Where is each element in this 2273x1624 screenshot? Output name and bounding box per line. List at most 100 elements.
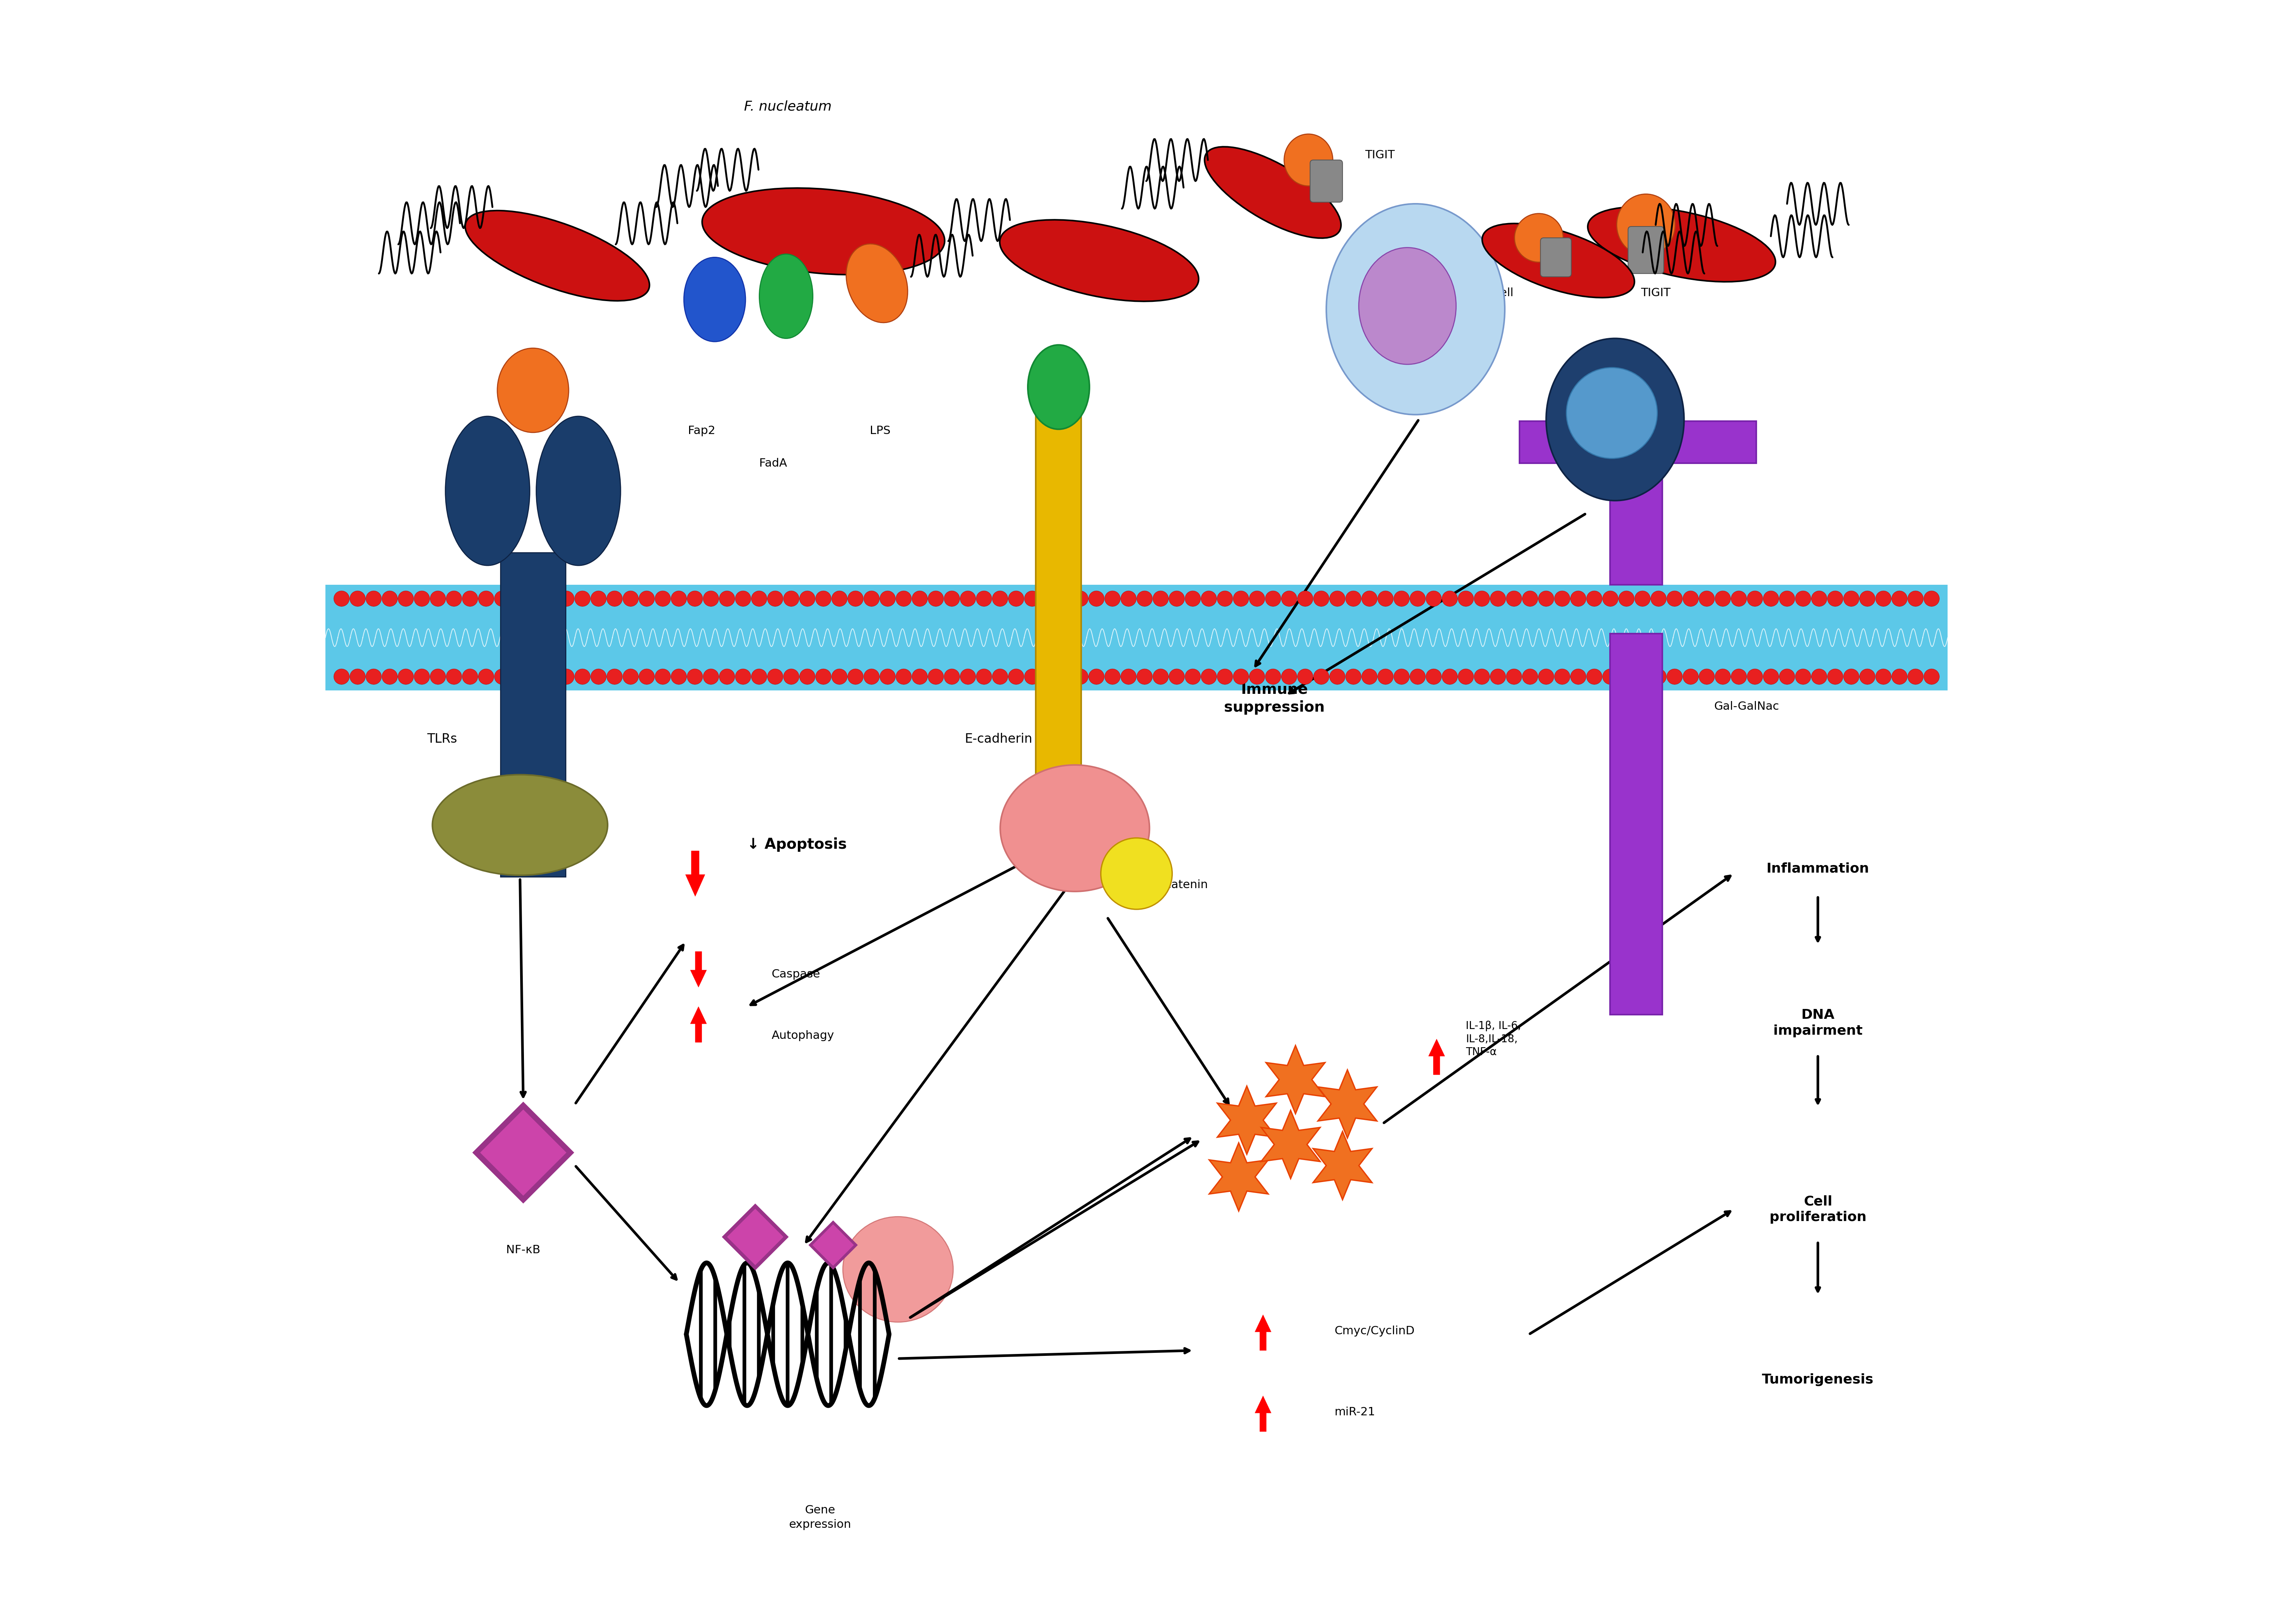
Text: DNA
impairment: DNA impairment xyxy=(1773,1009,1862,1038)
Circle shape xyxy=(1200,669,1216,684)
Circle shape xyxy=(1666,591,1682,606)
Circle shape xyxy=(1216,591,1232,606)
Text: Cell
proliferation: Cell proliferation xyxy=(1768,1195,1866,1224)
Circle shape xyxy=(927,669,943,684)
Circle shape xyxy=(1812,591,1827,606)
Ellipse shape xyxy=(1514,213,1564,261)
Ellipse shape xyxy=(498,348,568,432)
Circle shape xyxy=(1089,591,1105,606)
Ellipse shape xyxy=(1607,382,1666,447)
Polygon shape xyxy=(691,952,707,987)
Bar xyxy=(1518,421,1614,463)
Circle shape xyxy=(702,669,718,684)
Ellipse shape xyxy=(1359,247,1457,364)
Ellipse shape xyxy=(1284,135,1332,187)
Circle shape xyxy=(559,591,575,606)
Circle shape xyxy=(1491,591,1505,606)
Text: E-cadherin: E-cadherin xyxy=(964,732,1032,745)
Circle shape xyxy=(1314,669,1330,684)
Circle shape xyxy=(1491,669,1505,684)
Circle shape xyxy=(1891,669,1907,684)
Text: TLRs: TLRs xyxy=(427,732,457,745)
Circle shape xyxy=(1377,591,1393,606)
Circle shape xyxy=(768,591,782,606)
Circle shape xyxy=(623,669,639,684)
Polygon shape xyxy=(1255,1397,1271,1432)
Circle shape xyxy=(734,669,750,684)
Circle shape xyxy=(1234,669,1248,684)
Circle shape xyxy=(686,591,702,606)
Circle shape xyxy=(334,669,350,684)
Circle shape xyxy=(864,669,880,684)
Circle shape xyxy=(1266,591,1282,606)
Circle shape xyxy=(1780,669,1796,684)
Circle shape xyxy=(1168,669,1184,684)
Circle shape xyxy=(1587,669,1602,684)
Bar xyxy=(325,585,1948,690)
Circle shape xyxy=(639,591,655,606)
Circle shape xyxy=(1100,838,1173,909)
Polygon shape xyxy=(1255,1315,1271,1351)
Circle shape xyxy=(1716,669,1730,684)
Circle shape xyxy=(1523,669,1539,684)
Text: F. nucleatum: F. nucleatum xyxy=(743,101,832,114)
Text: B-catenin: B-catenin xyxy=(1152,880,1207,890)
Circle shape xyxy=(943,669,959,684)
Text: NK cell: NK cell xyxy=(1473,287,1514,299)
Circle shape xyxy=(639,669,655,684)
Circle shape xyxy=(1298,669,1314,684)
Text: FadA: FadA xyxy=(759,458,786,469)
Circle shape xyxy=(1152,591,1168,606)
Circle shape xyxy=(1682,591,1698,606)
Circle shape xyxy=(1571,669,1587,684)
Ellipse shape xyxy=(843,1216,952,1322)
Circle shape xyxy=(1748,669,1764,684)
Circle shape xyxy=(1346,669,1362,684)
Polygon shape xyxy=(1314,1132,1373,1200)
Circle shape xyxy=(496,669,509,684)
Text: Gal-GalNac: Gal-GalNac xyxy=(1714,702,1780,711)
Ellipse shape xyxy=(1616,193,1675,255)
Text: T cell: T cell xyxy=(1664,434,1696,445)
Circle shape xyxy=(943,591,959,606)
Circle shape xyxy=(607,669,623,684)
Polygon shape xyxy=(1262,1111,1321,1179)
Circle shape xyxy=(1634,591,1650,606)
Circle shape xyxy=(1650,591,1666,606)
Circle shape xyxy=(1812,669,1827,684)
Text: P: P xyxy=(1132,869,1141,879)
Circle shape xyxy=(993,669,1007,684)
Circle shape xyxy=(1748,591,1764,606)
Ellipse shape xyxy=(1000,765,1150,892)
Ellipse shape xyxy=(1327,203,1505,414)
Circle shape xyxy=(1121,669,1136,684)
Circle shape xyxy=(1362,669,1377,684)
Circle shape xyxy=(848,591,864,606)
Circle shape xyxy=(1330,669,1346,684)
Ellipse shape xyxy=(432,775,607,875)
Circle shape xyxy=(1650,669,1666,684)
Polygon shape xyxy=(1209,1143,1268,1212)
Polygon shape xyxy=(1266,1046,1325,1114)
Circle shape xyxy=(975,669,991,684)
FancyBboxPatch shape xyxy=(1309,161,1343,201)
Circle shape xyxy=(1250,669,1264,684)
Polygon shape xyxy=(811,1223,857,1268)
Circle shape xyxy=(334,591,350,606)
Circle shape xyxy=(1796,591,1812,606)
Circle shape xyxy=(800,669,816,684)
Circle shape xyxy=(1859,591,1875,606)
Circle shape xyxy=(784,669,800,684)
Circle shape xyxy=(1457,669,1473,684)
Circle shape xyxy=(1105,591,1121,606)
Bar xyxy=(1036,382,1082,844)
Circle shape xyxy=(1923,669,1939,684)
Bar xyxy=(1662,421,1757,463)
Ellipse shape xyxy=(759,253,814,338)
Circle shape xyxy=(1266,669,1282,684)
Circle shape xyxy=(752,669,766,684)
Bar xyxy=(1609,633,1662,1015)
Circle shape xyxy=(1282,669,1298,684)
Circle shape xyxy=(880,669,896,684)
Circle shape xyxy=(1425,591,1441,606)
